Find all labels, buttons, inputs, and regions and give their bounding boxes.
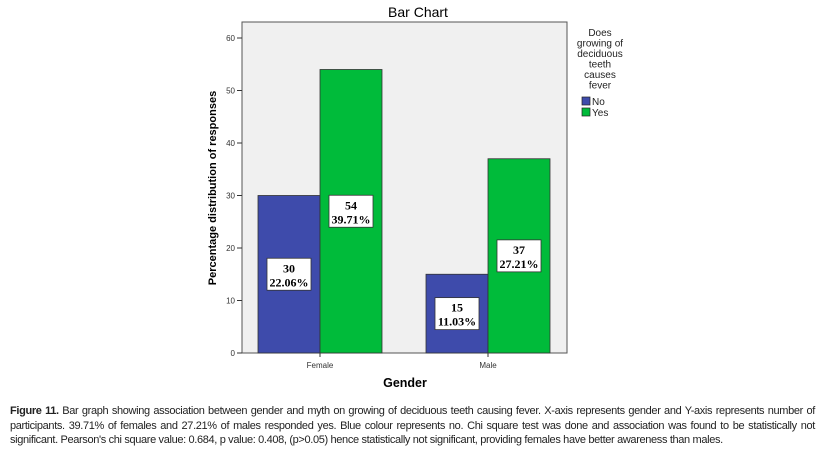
y-axis-label: Percentage distribution of responses <box>207 91 219 285</box>
data-label-percent: 39.71% <box>332 212 371 226</box>
chart-title: Bar Chart <box>388 4 448 20</box>
data-label-count: 15 <box>451 301 463 315</box>
data-label-count: 37 <box>513 243 525 257</box>
y-tick-label: 60 <box>226 34 235 43</box>
caption-text: Bar graph showing association between ge… <box>10 405 815 446</box>
x-tick-label: Female <box>307 361 334 370</box>
data-label-count: 54 <box>345 198 357 212</box>
legend-swatch-no <box>581 96 591 106</box>
legend-title-line: fever <box>589 81 612 92</box>
y-tick-label: 40 <box>226 139 235 148</box>
caption-label: Figure 11. <box>10 405 59 417</box>
figure-caption: Figure 11. Bar graph showing association… <box>10 404 815 448</box>
data-label-box <box>496 239 542 273</box>
legend-label-no: No <box>592 97 605 108</box>
y-tick-label: 50 <box>226 87 235 96</box>
y-tick-label: 10 <box>226 297 235 306</box>
data-label-box <box>328 194 374 228</box>
legend-swatch-yes <box>581 107 591 117</box>
legend-title-line: growing of <box>577 39 623 50</box>
data-label-percent: 22.06% <box>270 275 309 289</box>
legend-title-line: causes <box>584 70 616 81</box>
data-label-box <box>266 257 312 291</box>
legend-title-line: deciduous <box>577 49 623 60</box>
data-label-percent: 27.21% <box>500 257 539 271</box>
legend-title-line: teeth <box>589 60 611 71</box>
legend-title-line: Does <box>588 28 611 39</box>
y-tick-label: 20 <box>226 244 235 253</box>
data-label-box <box>434 297 480 331</box>
x-tick-label: Male <box>479 361 497 370</box>
legend-label-yes: Yes <box>592 108 608 119</box>
data-label-percent: 11.03% <box>438 315 476 329</box>
x-axis-label: Gender <box>383 376 427 390</box>
y-tick-label: 30 <box>226 192 235 201</box>
y-tick-label: 0 <box>231 349 236 358</box>
data-label-count: 30 <box>283 261 295 275</box>
